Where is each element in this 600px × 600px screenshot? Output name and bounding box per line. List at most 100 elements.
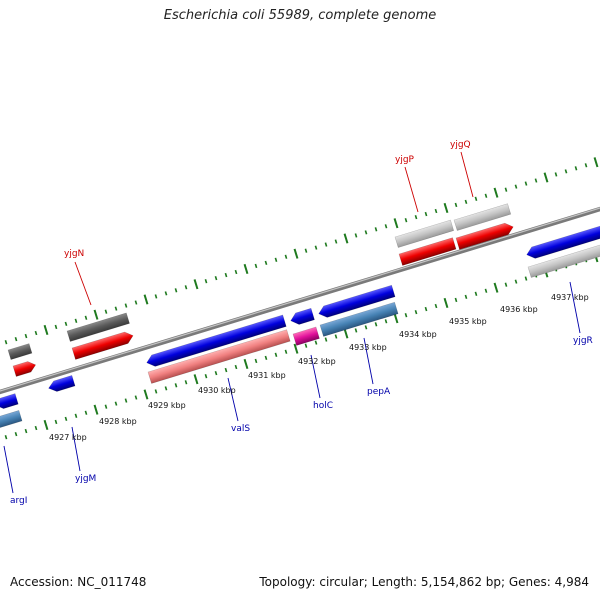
feature-magenta-holC[interactable]: [292, 326, 320, 346]
minor-tick: [174, 288, 178, 293]
minor-tick: [374, 322, 378, 327]
label-leader-line: [74, 261, 92, 306]
label-leader-line: [404, 166, 419, 213]
label-leader-line: [363, 337, 374, 385]
label-leader-line: [71, 426, 81, 472]
minor-tick: [324, 337, 328, 342]
accession-text: Accession: NC_011748: [10, 575, 147, 589]
minor-tick: [184, 285, 188, 290]
gene-label-yjgN[interactable]: yjgN: [64, 249, 84, 259]
minor-tick: [524, 276, 528, 281]
minor-tick: [484, 193, 488, 198]
feature-blue-yjgM[interactable]: [47, 375, 76, 393]
feature-red-yjgQ[interactable]: [455, 221, 515, 250]
feature-red-yjgP[interactable]: [398, 237, 457, 266]
minor-tick: [304, 248, 308, 253]
minor-tick: [114, 401, 118, 406]
minor-tick: [374, 227, 378, 232]
label-leader-line: [227, 377, 239, 422]
minor-tick: [174, 383, 178, 388]
minor-tick: [264, 355, 268, 361]
minor-tick: [384, 224, 388, 229]
minor-tick: [84, 315, 88, 320]
major-tick: [43, 419, 49, 431]
minor-tick: [54, 419, 58, 425]
major-tick: [443, 202, 449, 214]
feature-steel-pepA[interactable]: [319, 301, 399, 337]
label-leader-line: [460, 151, 474, 198]
major-tick: [493, 187, 499, 198]
minor-tick: [284, 349, 288, 354]
minor-tick: [124, 303, 128, 308]
feature-red-left[interactable]: [12, 360, 37, 377]
minor-tick: [64, 321, 68, 327]
minor-tick: [504, 282, 508, 287]
major-tick: [43, 324, 49, 336]
gene-label-yjgM[interactable]: yjgM: [75, 474, 96, 484]
feature-gray-yjgN[interactable]: [66, 312, 130, 342]
minor-tick: [14, 431, 18, 437]
scale-label: 4927 kbp: [49, 433, 87, 442]
feature-blue-left-a[interactable]: [0, 393, 19, 411]
feature-blue-holC[interactable]: [289, 307, 315, 326]
feature-steel-left[interactable]: [0, 410, 23, 429]
minor-tick: [434, 303, 438, 309]
minor-tick: [404, 218, 408, 223]
minor-tick: [384, 319, 388, 324]
feature-pink-valS[interactable]: [147, 329, 291, 384]
gene-label-pepA[interactable]: pepA: [367, 387, 391, 397]
minor-tick: [514, 184, 518, 189]
minor-tick: [474, 291, 478, 296]
minor-tick: [314, 340, 318, 345]
scale-label: 4928 kbp: [99, 417, 137, 426]
scale-label: 4935 kbp: [449, 317, 487, 326]
gene-label-yjgR[interactable]: yjgR: [573, 336, 593, 346]
gene-labels: yjgN yjgP yjgQ argI yjgM valS holC pepA …: [10, 140, 593, 506]
minor-tick: [364, 230, 368, 235]
minor-tick: [274, 257, 278, 262]
feature-blue-valS[interactable]: [145, 314, 287, 368]
feature-red-yjgN[interactable]: [71, 330, 135, 360]
minor-tick: [484, 288, 488, 293]
minor-tick: [134, 300, 138, 305]
minor-tick: [434, 208, 438, 214]
scale-label: 4932 kbp: [298, 357, 336, 366]
minor-tick: [314, 245, 318, 250]
minor-tick: [254, 358, 258, 364]
feature-gray-left[interactable]: [7, 343, 33, 360]
feature-blue-pepA[interactable]: [317, 284, 396, 319]
minor-tick: [154, 389, 158, 394]
backbone-highlight: [0, 207, 600, 392]
major-tick: [293, 248, 299, 259]
major-tick: [193, 374, 199, 385]
minor-tick: [254, 263, 258, 269]
minor-tick: [304, 343, 308, 348]
minor-tick: [474, 196, 478, 201]
minor-tick: [424, 306, 428, 312]
feature-lightgray-yjgR[interactable]: [527, 243, 600, 278]
gene-label-yjgQ[interactable]: yjgQ: [450, 140, 471, 150]
gene-label-yjgP[interactable]: yjgP: [395, 155, 415, 165]
minor-tick: [574, 166, 578, 171]
minor-tick: [204, 374, 208, 379]
minor-tick: [334, 334, 338, 339]
minor-tick: [4, 340, 8, 345]
minor-tick: [74, 413, 78, 418]
major-tick: [493, 282, 499, 293]
minor-tick: [214, 275, 218, 281]
feature-blue-yjgR[interactable]: [525, 225, 600, 261]
genome-stats-text: Topology: circular; Length: 5,154,862 bp…: [259, 575, 589, 589]
minor-tick: [84, 410, 88, 415]
minor-tick: [4, 435, 8, 440]
feature-lightgray-yjgP[interactable]: [394, 219, 454, 248]
minor-tick: [504, 187, 508, 192]
minor-tick: [464, 294, 468, 300]
gene-label-holC[interactable]: holC: [313, 401, 333, 411]
gene-label-argI[interactable]: argI: [10, 496, 27, 506]
minor-tick: [534, 178, 538, 183]
gene-label-valS[interactable]: valS: [231, 424, 250, 434]
minor-tick: [464, 199, 468, 205]
minor-tick: [334, 239, 338, 244]
feature-lightgray-yjgQ[interactable]: [453, 203, 512, 231]
minor-tick: [34, 425, 38, 431]
